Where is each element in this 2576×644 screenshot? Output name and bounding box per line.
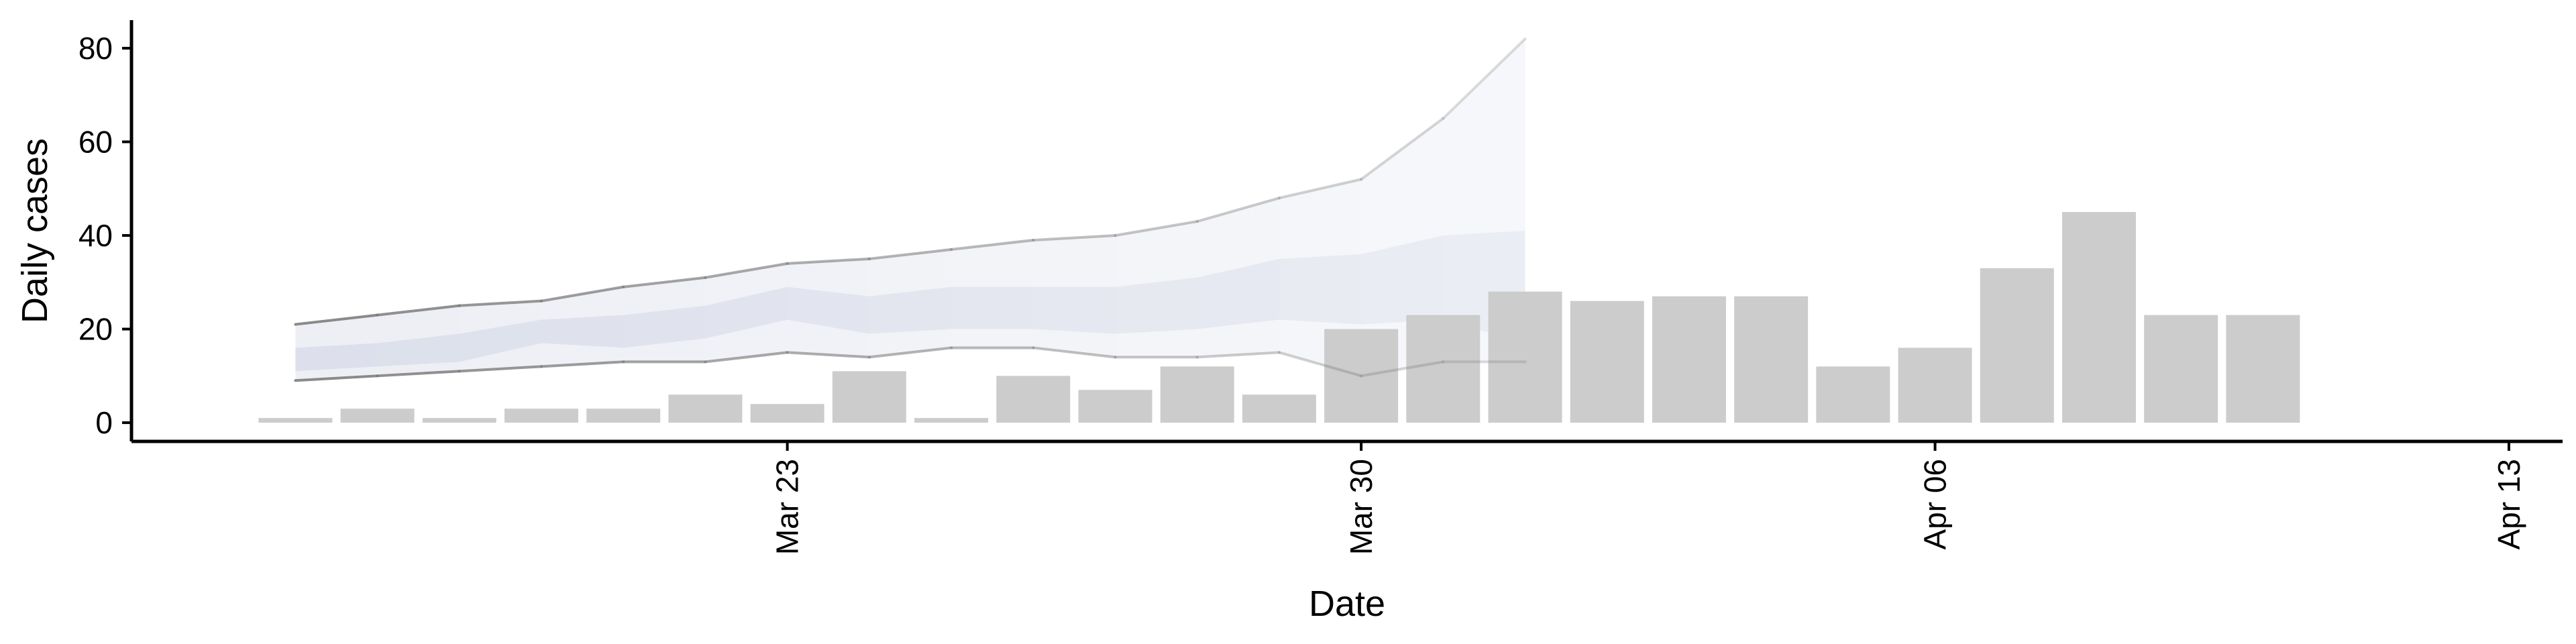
outer-band-segment [1279, 179, 1362, 376]
inner-band-segment [705, 286, 788, 339]
bar [1570, 301, 1644, 423]
bar [504, 409, 579, 423]
outer-band-segment [1115, 221, 1197, 358]
inner-band-segment [951, 286, 1034, 329]
outer-band-segment [1197, 198, 1279, 358]
x-tick-label: Mar 30 [1344, 459, 1379, 555]
inner-band-segment [1279, 254, 1362, 325]
x-axis-title: Date [1309, 584, 1385, 624]
bar [914, 418, 989, 423]
bar [586, 409, 661, 423]
outer-lower-line-segment [704, 351, 789, 364]
inner-band-segment [541, 315, 624, 348]
bar [340, 409, 415, 423]
bar [1816, 366, 1890, 423]
inner-band-segment [295, 343, 378, 372]
bar [2226, 315, 2300, 423]
outer-upper-line-segment [622, 276, 707, 288]
outer-lower-line-segment [1195, 351, 1281, 359]
bar [1980, 268, 2054, 423]
prediction-bands [295, 38, 1525, 381]
y-ticks: 0 20 40 60 80 [78, 31, 131, 440]
bar [1160, 366, 1234, 423]
outer-upper-line-segment [1442, 37, 1527, 120]
outer-upper-line-segment [867, 248, 953, 260]
outer-band-segment [1361, 118, 1444, 376]
inner-band-segment [1197, 258, 1279, 329]
x-tick-label: Apr 13 [2491, 459, 2526, 550]
bar [996, 376, 1071, 423]
outer-upper-line-segment [786, 257, 871, 265]
outer-upper-line-segment [376, 304, 461, 317]
x-tick-label: Apr 06 [1918, 459, 1953, 550]
bar [1898, 347, 1972, 423]
outer-upper-line-segment [1277, 178, 1363, 200]
prediction-band-lines [294, 37, 1527, 382]
bar [832, 371, 906, 423]
inner-band-segment [1361, 235, 1444, 325]
bar [1406, 315, 1481, 423]
y-tick-label: 60 [78, 124, 113, 159]
outer-lower-line-segment [1277, 351, 1363, 378]
inner-band-segment [1115, 277, 1197, 334]
bar [1652, 296, 1726, 423]
outer-lower-line-segment [1360, 360, 1445, 378]
bar [1242, 394, 1316, 423]
bar [668, 394, 743, 423]
outer-upper-line-segment [704, 262, 789, 279]
x-ticks: Mar 23 Mar 30 Apr 06 Apr 13 [770, 441, 2526, 555]
inner-band-segment [459, 319, 542, 362]
y-tick-label: 20 [78, 312, 113, 347]
inner-band-segment [377, 333, 460, 367]
y-axis-title: Daily cases [15, 138, 55, 323]
bar [258, 418, 333, 423]
bar [750, 404, 824, 423]
bar [2061, 212, 2136, 423]
y-tick-label: 80 [78, 31, 113, 66]
bar [1488, 291, 1562, 423]
outer-lower-line-segment [540, 360, 625, 368]
inner-band-segment [787, 286, 869, 334]
outer-lower-line-segment [376, 370, 461, 378]
outer-lower-line-segment [294, 374, 379, 382]
outer-lower-line-segment [786, 351, 871, 359]
bar [2144, 315, 2218, 423]
bar [1734, 296, 1809, 423]
outer-band-segment [1443, 38, 1525, 362]
axes [129, 20, 2563, 443]
outer-upper-line-segment [458, 299, 543, 307]
outer-upper-line-segment [1032, 233, 1117, 241]
outer-upper-line-segment [1360, 117, 1445, 181]
outer-upper-line-segment [540, 285, 625, 303]
bar [1324, 329, 1399, 423]
inner-band-segment [1033, 286, 1116, 334]
outer-upper-line-segment [1195, 197, 1281, 223]
inner-band-segment [869, 286, 952, 334]
outer-upper-line-segment [294, 313, 379, 326]
outer-lower-line-segment [1032, 346, 1117, 359]
bar [1078, 390, 1152, 423]
y-tick-label: 0 [95, 405, 113, 440]
y-tick-label: 40 [78, 218, 113, 253]
x-tick-label: Mar 23 [770, 459, 805, 555]
outer-upper-line-segment [950, 238, 1035, 251]
outer-upper-line-segment [1114, 220, 1199, 237]
outer-lower-line-segment [867, 346, 953, 359]
bar [422, 418, 496, 423]
outer-lower-line-segment [458, 365, 543, 373]
inner-band-segment [623, 305, 706, 348]
bars [258, 212, 2300, 423]
